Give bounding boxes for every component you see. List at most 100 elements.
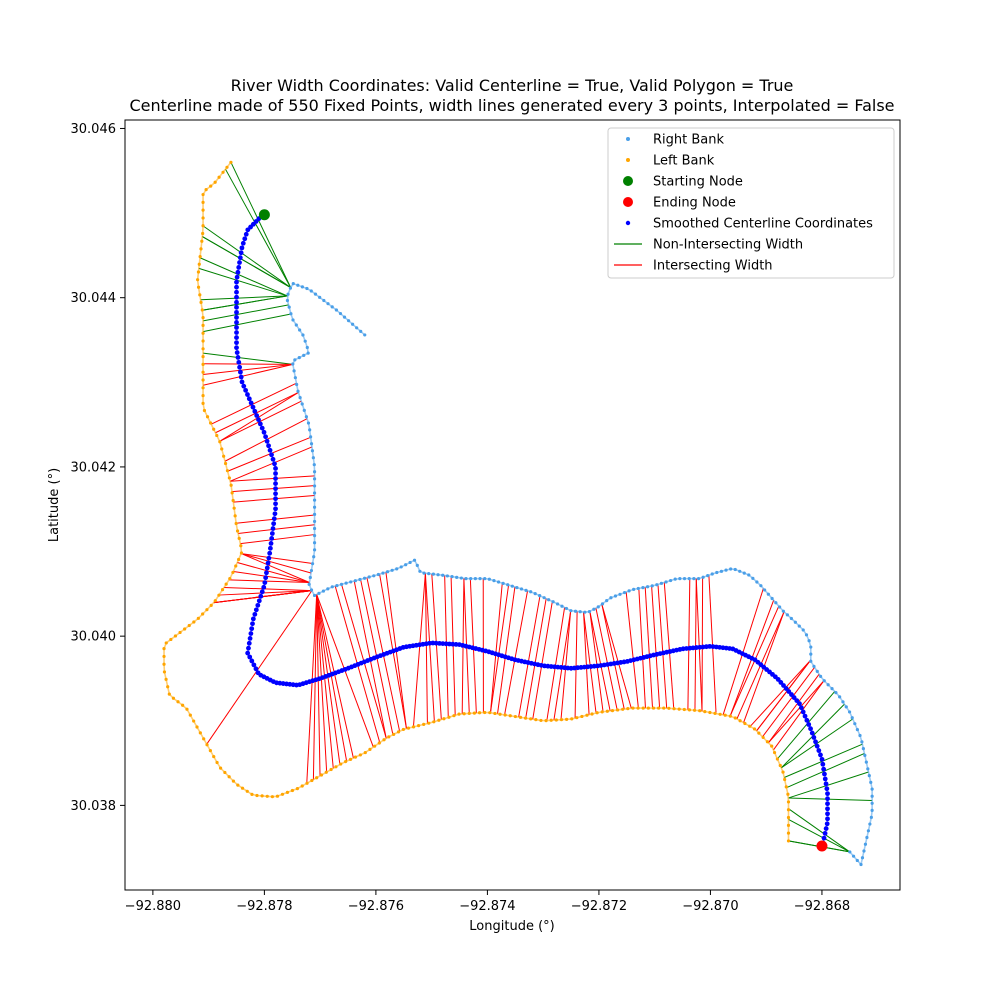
right-bank-point: [313, 463, 316, 466]
left-bank-point: [373, 745, 376, 748]
left-bank-point: [212, 755, 215, 758]
y-tick-label: 30.046: [71, 122, 117, 137]
right-bank-point: [724, 569, 727, 572]
right-bank-point: [349, 580, 352, 583]
centerline-point: [257, 598, 262, 603]
left-bank-point: [315, 776, 318, 779]
left-bank-point: [198, 293, 201, 296]
legend-label: Left Bank: [653, 154, 715, 169]
left-bank-point: [199, 247, 202, 250]
right-bank-point: [771, 597, 774, 600]
right-bank-point: [674, 578, 677, 581]
right-bank-point: [299, 396, 302, 399]
left-bank-point: [678, 707, 681, 710]
right-bank-point: [464, 577, 467, 580]
left-bank-point: [197, 617, 200, 620]
left-bank-point: [529, 717, 532, 720]
centerline-point: [236, 360, 241, 365]
right-bank-point: [502, 582, 505, 585]
left-bank-point: [729, 715, 732, 718]
left-bank-point: [286, 791, 289, 794]
centerline-point: [235, 350, 240, 355]
right-bank-point: [538, 594, 541, 597]
left-bank-point: [206, 415, 209, 418]
legend-entry: Smoothed Centerline Coordinates: [626, 217, 873, 232]
right-bank-point: [298, 328, 301, 331]
right-bank-point: [395, 567, 398, 570]
left-bank-point: [708, 711, 711, 714]
right-bank-point: [418, 570, 421, 573]
right-bank-point: [286, 299, 289, 302]
right-bank-point: [651, 584, 654, 587]
left-bank-point: [570, 717, 573, 720]
right-bank-point: [637, 587, 640, 590]
left-bank-point: [223, 771, 226, 774]
left-bank-point: [246, 790, 249, 793]
right-bank-point: [296, 390, 299, 393]
left-bank-point: [447, 716, 450, 719]
left-bank-point: [241, 787, 244, 790]
right-bank-point: [492, 579, 495, 582]
left-bank-point: [255, 794, 258, 797]
centerline-point: [801, 710, 806, 715]
left-bank-point: [734, 716, 737, 719]
centerline-point: [247, 641, 252, 646]
left-bank-point: [301, 784, 304, 787]
right-bank-point: [747, 573, 750, 576]
right-bank-point: [313, 491, 316, 494]
left-bank-point: [432, 720, 435, 723]
centerline-point: [258, 422, 263, 427]
right-bank-point: [322, 589, 325, 592]
centerline-point: [265, 439, 270, 444]
right-bank-point: [614, 594, 617, 597]
centerline-point: [245, 392, 250, 397]
left-bank-point: [201, 316, 204, 319]
left-bank-point: [766, 740, 769, 743]
centerline-point: [264, 570, 269, 575]
right-bank-point: [307, 421, 310, 424]
left-bank-point: [224, 462, 227, 465]
right-bank-point: [706, 574, 709, 577]
legend-label: Starting Node: [653, 175, 743, 190]
right-bank-point: [313, 541, 316, 544]
left-bank-point: [368, 748, 371, 751]
right-bank-point: [286, 293, 289, 296]
right-bank-point: [289, 312, 292, 315]
right-bank-point: [618, 593, 621, 596]
left-bank-point: [757, 732, 760, 735]
left-bank-point: [174, 634, 177, 637]
left-bank-point: [781, 770, 784, 773]
left-bank-point: [514, 715, 517, 718]
left-bank-point: [217, 176, 220, 179]
right-bank-point: [313, 477, 316, 480]
right-bank-point: [862, 849, 865, 852]
centerline-point: [273, 506, 278, 511]
right-bank-point: [355, 326, 358, 329]
right-bank-point: [871, 809, 874, 812]
centerline-point: [240, 380, 245, 385]
left-bank-point: [437, 719, 440, 722]
left-bank-point: [168, 693, 171, 696]
left-bank-point: [201, 402, 204, 405]
left-bank-point: [504, 713, 507, 716]
left-bank-point: [219, 767, 222, 770]
left-bank-point: [233, 507, 236, 510]
left-bank-point: [417, 724, 420, 727]
left-bank-point: [232, 499, 235, 502]
centerline-point: [251, 405, 256, 410]
left-bank-point: [271, 795, 274, 798]
right-bank-point: [529, 590, 532, 593]
left-bank-point: [787, 839, 790, 842]
left-bank-point: [169, 638, 172, 641]
left-bank-point: [483, 711, 486, 714]
left-bank-point: [787, 800, 790, 803]
left-bank-point: [544, 719, 547, 722]
right-bank-point: [802, 628, 805, 631]
right-bank-point: [340, 583, 343, 586]
right-bank-point: [767, 593, 770, 596]
left-bank-point: [192, 719, 195, 722]
right-bank-point: [520, 587, 523, 590]
right-bank-point: [845, 705, 848, 708]
right-bank-point: [381, 571, 384, 574]
